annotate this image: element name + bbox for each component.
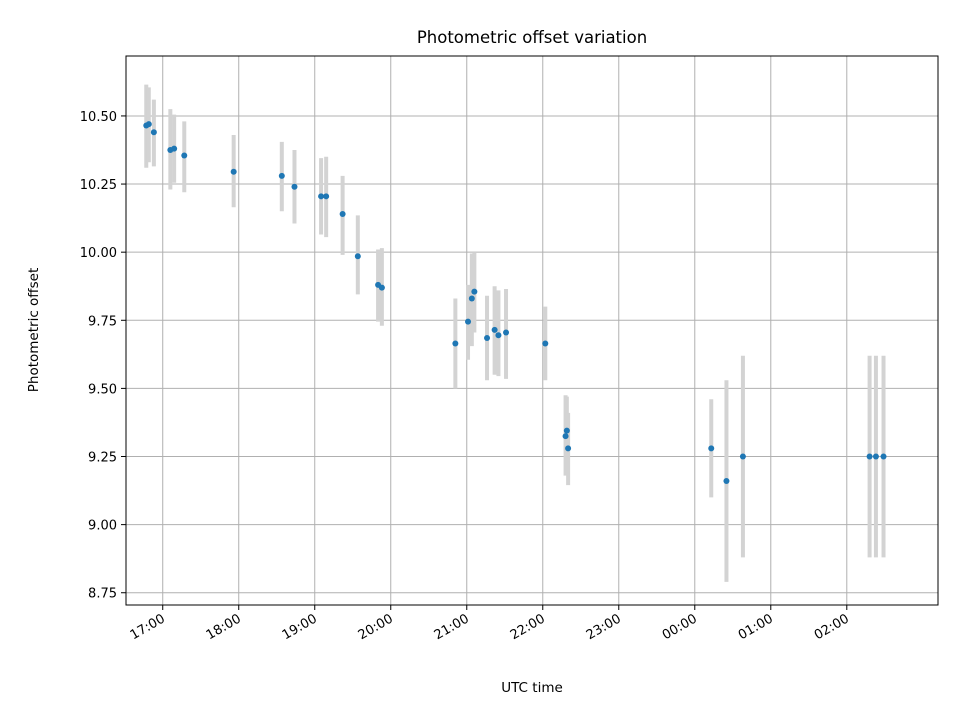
data-point bbox=[562, 433, 569, 440]
data-point bbox=[503, 329, 510, 336]
y-axis-ticks: 8.75 9.00 9.25 9.50 9.75 10.00 10.25 10.50 bbox=[80, 110, 126, 602]
data-point bbox=[230, 168, 237, 175]
y-tick-label: 10.50 bbox=[80, 110, 117, 125]
data-point bbox=[323, 193, 330, 200]
data-point bbox=[465, 318, 472, 325]
data-point bbox=[484, 334, 491, 341]
data-point bbox=[866, 453, 873, 460]
data-point bbox=[495, 332, 502, 339]
data-point bbox=[471, 288, 478, 295]
data-point bbox=[563, 427, 570, 434]
data-point bbox=[723, 478, 730, 485]
data-point bbox=[872, 453, 879, 460]
data-point bbox=[378, 284, 385, 291]
data-point bbox=[491, 326, 498, 333]
y-tick-label: 10.25 bbox=[80, 178, 117, 193]
data-point bbox=[171, 145, 178, 152]
data-point bbox=[739, 453, 746, 460]
y-tick-label: 9.25 bbox=[88, 451, 117, 466]
data-point bbox=[278, 172, 285, 179]
plot-frame bbox=[125, 55, 939, 606]
data-point bbox=[145, 121, 152, 128]
y-tick-label: 9.75 bbox=[88, 314, 117, 329]
y-tick-label: 8.75 bbox=[88, 587, 117, 602]
data-point bbox=[150, 129, 157, 136]
y-tick-label: 10.00 bbox=[80, 246, 117, 261]
x-axis-label: UTC time bbox=[501, 680, 563, 696]
data-point bbox=[354, 253, 361, 260]
data-point bbox=[339, 211, 346, 218]
data-point bbox=[880, 453, 887, 460]
y-tick-label: 9.00 bbox=[88, 519, 117, 534]
data-point bbox=[542, 340, 549, 347]
data-point bbox=[708, 445, 715, 452]
chart-title: Photometric offset variation bbox=[417, 28, 647, 47]
data-point bbox=[181, 152, 188, 159]
grid bbox=[126, 56, 938, 605]
data-point bbox=[565, 445, 572, 452]
data-points bbox=[143, 121, 887, 485]
data-point bbox=[291, 183, 298, 190]
y-axis-label: Photometric offset bbox=[26, 268, 42, 392]
data-point bbox=[452, 340, 459, 347]
data-point bbox=[318, 193, 325, 200]
y-tick-label: 9.50 bbox=[88, 382, 117, 397]
data-point bbox=[468, 295, 475, 302]
